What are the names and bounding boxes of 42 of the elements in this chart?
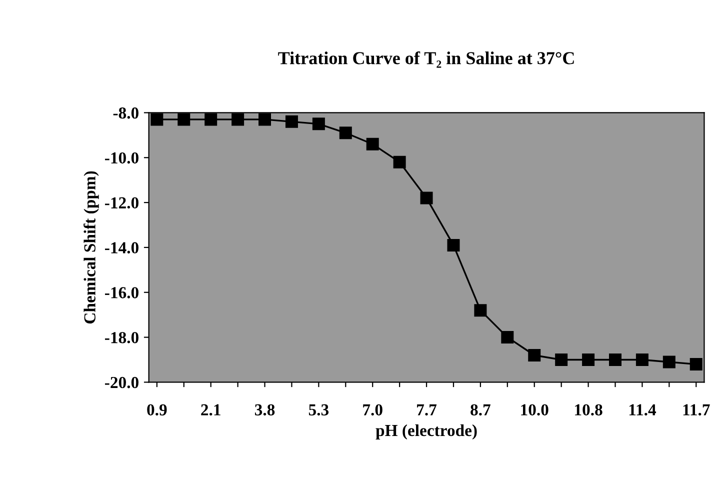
- y-tick-label: -10.0: [105, 152, 138, 164]
- point: [474, 304, 487, 317]
- point: [662, 356, 676, 368]
- y-axis-title: Chemical Shift (ppm): [84, 171, 99, 324]
- point: [393, 156, 406, 168]
- point: [609, 353, 622, 366]
- point: [204, 113, 218, 126]
- point: [528, 349, 541, 362]
- x-tick-label: 2.1: [201, 404, 220, 416]
- x-tick-label: 11.4: [629, 404, 656, 416]
- x-tick-label: 7.0: [363, 404, 382, 416]
- point: [420, 192, 433, 204]
- x-axis-title: pH (electrode): [376, 424, 477, 440]
- x-tick-label: 11.7: [683, 404, 710, 416]
- point: [582, 353, 595, 366]
- point: [555, 353, 568, 366]
- point: [232, 113, 244, 126]
- point: [501, 331, 514, 344]
- x-tick-label: 8.7: [470, 404, 490, 416]
- point: [690, 358, 702, 370]
- y-tick-label: -14.0: [105, 242, 138, 254]
- chart-title: Titration Curve of T₂ in Saline at 37°C: [278, 51, 574, 68]
- y-tick-label: -16.0: [105, 287, 138, 298]
- point: [366, 138, 379, 150]
- point: [447, 238, 460, 252]
- x-tick-label: 0.9: [147, 404, 167, 416]
- point: [178, 113, 190, 126]
- x-tick-label: 5.3: [308, 404, 329, 416]
- y-tick-label: -20.0: [105, 376, 138, 388]
- x-tick-label: 10.0: [521, 404, 548, 416]
- point: [258, 113, 272, 126]
- point: [150, 113, 164, 126]
- point: [636, 353, 648, 366]
- y-tick-label: -18.0: [105, 332, 138, 344]
- y-tick-label: -12.0: [105, 197, 138, 209]
- x-tick-label: 3.8: [254, 404, 275, 416]
- point: [339, 126, 352, 140]
- x-tick-label: 10.8: [575, 404, 602, 416]
- point: [285, 115, 298, 128]
- point: [312, 118, 325, 130]
- x-tick-label: 7.7: [417, 404, 437, 416]
- y-tick-label: -8.0: [113, 107, 138, 119]
